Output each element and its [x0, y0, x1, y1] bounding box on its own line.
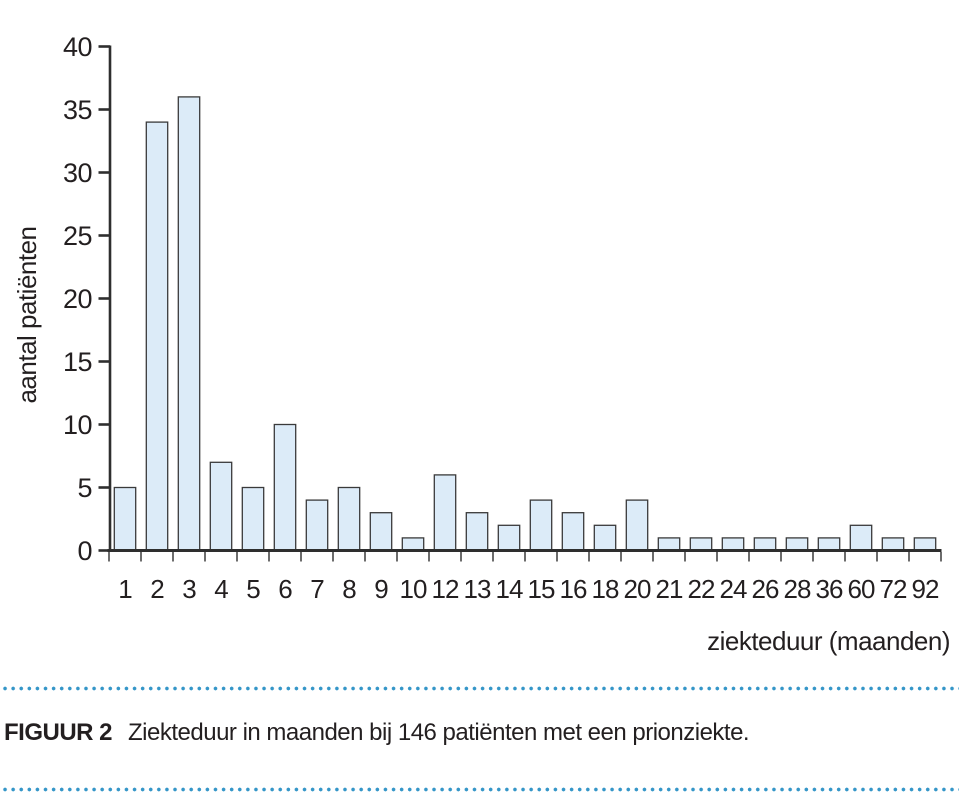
x-axis-title: ziekteduur (maanden) — [707, 626, 950, 656]
bar — [305, 499, 329, 552]
y-tick-label: 20 — [63, 284, 92, 314]
x-tick-label: 6 — [278, 574, 292, 604]
bar — [273, 423, 297, 552]
bar — [625, 499, 649, 552]
bar — [337, 486, 361, 552]
dotted-divider-top — [0, 686, 959, 691]
y-tick-label: 5 — [77, 473, 92, 503]
x-tick-label: 5 — [246, 574, 260, 604]
bar — [177, 96, 201, 552]
bar — [209, 461, 233, 552]
x-tick-label: 24 — [720, 574, 747, 604]
figure-label: FIGUUR 2 — [4, 719, 113, 746]
y-tick-label: 0 — [77, 536, 92, 566]
x-tick-label: 28 — [784, 574, 811, 604]
y-tick-label: 10 — [63, 410, 92, 440]
x-tick-label: 3 — [182, 574, 196, 604]
bar — [145, 121, 169, 552]
x-tick-label: 12 — [432, 574, 459, 604]
x-tick-label: 13 — [464, 574, 491, 604]
x-tick-label: 8 — [342, 574, 356, 604]
bar — [241, 486, 265, 552]
bar-chart-area: 0 5 10 15 20 25 30 35 40 1 2 3 4 5 6 7 8 9 10 12 13 14 15 16 18 2… — [12, 32, 951, 656]
x-tick-label: 92 — [912, 574, 939, 604]
bar — [369, 512, 393, 552]
bar — [721, 537, 745, 552]
figure-caption-text: Ziekteduur in maanden bij 146 patiënten … — [128, 719, 750, 746]
bar — [561, 512, 585, 552]
x-tick-label: 2 — [150, 574, 164, 604]
bar — [785, 537, 809, 552]
x-tick-label: 7 — [310, 574, 324, 604]
x-tick-label: 72 — [880, 574, 907, 604]
bar — [657, 537, 681, 552]
y-tick-label: 30 — [63, 158, 92, 188]
y-tick-label: 40 — [63, 32, 92, 62]
y-tick-label: 35 — [63, 95, 92, 125]
x-tick-label: 26 — [752, 574, 779, 604]
x-tick-label: 10 — [400, 574, 427, 604]
bar — [849, 524, 873, 552]
x-tick-label: 4 — [214, 574, 228, 604]
bar — [465, 512, 489, 552]
x-tick-label: 18 — [592, 574, 619, 604]
x-tick-label: 21 — [656, 574, 683, 604]
bar — [913, 537, 937, 552]
bar — [529, 499, 553, 552]
bar — [401, 537, 425, 552]
x-tick-label: 14 — [496, 574, 523, 604]
x-tick-label: 20 — [624, 574, 651, 604]
figure-caption: FIGUUR 2 Ziekteduur in maanden bij 146 pa… — [4, 719, 954, 747]
bar — [881, 537, 905, 552]
bar — [593, 524, 617, 552]
bar — [817, 537, 841, 552]
y-tick-label: 15 — [63, 347, 92, 377]
bar — [753, 537, 777, 552]
bar — [689, 537, 713, 552]
x-tick-label: 36 — [816, 574, 843, 604]
x-tick-label: 60 — [848, 574, 875, 604]
x-tick-label: 16 — [560, 574, 587, 604]
x-tick-label: 9 — [374, 574, 388, 604]
x-tick-label: 1 — [118, 574, 132, 604]
bar — [497, 524, 521, 552]
bar — [433, 474, 457, 552]
x-tick-label: 22 — [688, 574, 715, 604]
x-tick-label: 15 — [528, 574, 555, 604]
y-tick-label: 25 — [63, 221, 92, 251]
dotted-divider-bottom — [0, 787, 959, 792]
y-axis-title: aantal patiënten — [12, 226, 42, 404]
bar — [113, 486, 137, 552]
